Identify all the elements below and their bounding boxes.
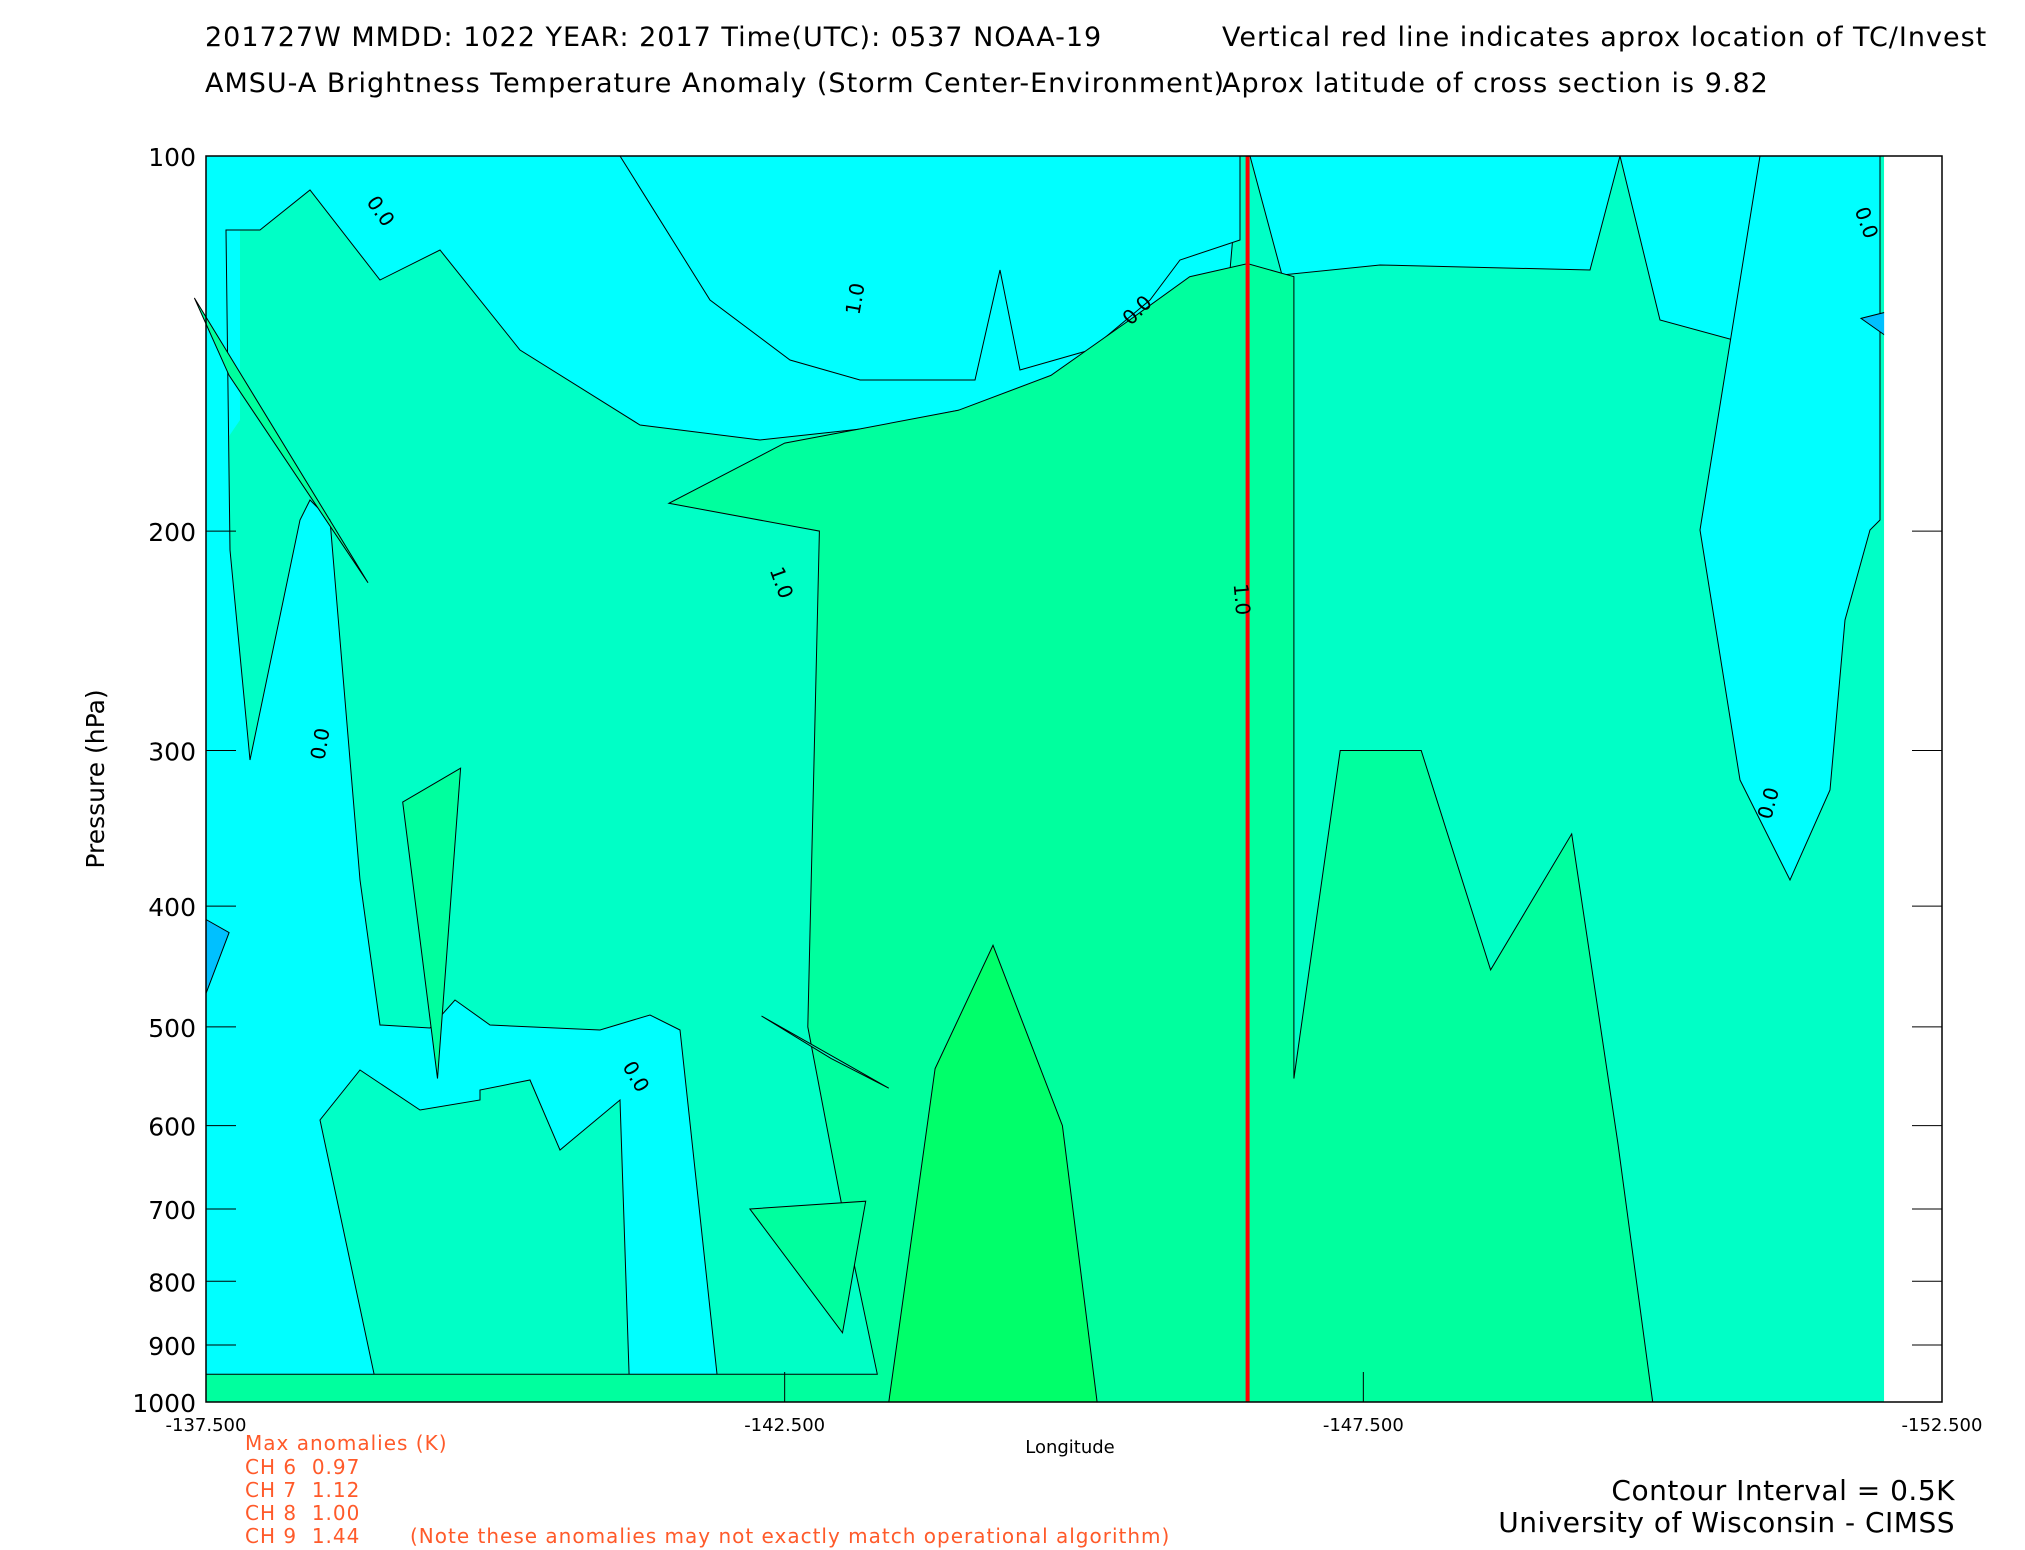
anomaly-region-0 — [205, 263, 1654, 1403]
plot-frame — [205, 155, 1943, 1403]
header-line1-left: 201727W MMDD: 1022 YEAR: 2017 Time(UTC):… — [205, 22, 1103, 53]
header-line1-right: Vertical red line indicates aprox locati… — [1222, 22, 1988, 53]
contour-label: 0.0 — [306, 726, 335, 761]
anomaly-ch7: CH 7 1.12 — [245, 1478, 361, 1502]
anomaly-region-1 — [193, 297, 369, 583]
cyan-region-top — [619, 155, 1241, 381]
y-tick-label: 100 — [148, 143, 196, 172]
header-line2-right: Aprox latitude of cross section is 9.82 — [1222, 68, 1769, 99]
max-anomalies-title: Max anomalies (K) — [245, 1431, 448, 1455]
anomaly-region-2 — [402, 767, 462, 1079]
x-tick-label: -142.500 — [744, 1415, 825, 1436]
anomaly-region-3 — [748, 1200, 867, 1335]
contour-label: 1.0 — [1229, 582, 1256, 616]
anomaly-ch6: CH 6 0.97 — [245, 1455, 361, 1479]
y-tick-label: 600 — [148, 1113, 196, 1142]
cyan-region-right — [1699, 155, 1881, 882]
x-tick-label: -147.500 — [1323, 1415, 1404, 1436]
cyan-region-top-right — [1249, 155, 1621, 276]
no-data-area — [1884, 156, 1942, 1402]
y-tick-label: 500 — [148, 1014, 196, 1043]
anomaly-note: (Note these anomalies may not exactly ma… — [410, 1524, 1171, 1548]
y-tick-label: 300 — [148, 737, 196, 766]
contour-label: 1.0 — [841, 281, 870, 316]
y-tick-label: 200 — [148, 518, 196, 547]
y-tick-label: 400 — [148, 893, 196, 922]
y-tick-label: 900 — [148, 1332, 196, 1361]
y-axis-title: Pressure (hPa) — [81, 689, 110, 868]
y-tick-label: 700 — [148, 1196, 196, 1225]
x-tick-label: -137.500 — [166, 1415, 247, 1436]
credit-text: University of Wisconsin - CIMSS — [1498, 1506, 1955, 1539]
anomaly-ch8: CH 8 1.00 — [245, 1501, 361, 1525]
x-tick-label: -152.500 — [1902, 1415, 1983, 1436]
x-axis-title: Longitude — [1025, 1437, 1115, 1458]
y-tick-label: 800 — [148, 1268, 196, 1297]
anomaly-region-4 — [888, 944, 1098, 1403]
anomaly-ch9: CH 9 1.44 — [245, 1524, 361, 1548]
contour-interval-text: Contour Interval = 0.5K — [1611, 1474, 1955, 1507]
anomaly-region-5 — [761, 1015, 890, 1089]
header-line2-left: AMSU-A Brightness Temperature Anomaly (S… — [205, 68, 1226, 99]
y-tick-label: 1000 — [132, 1389, 196, 1418]
